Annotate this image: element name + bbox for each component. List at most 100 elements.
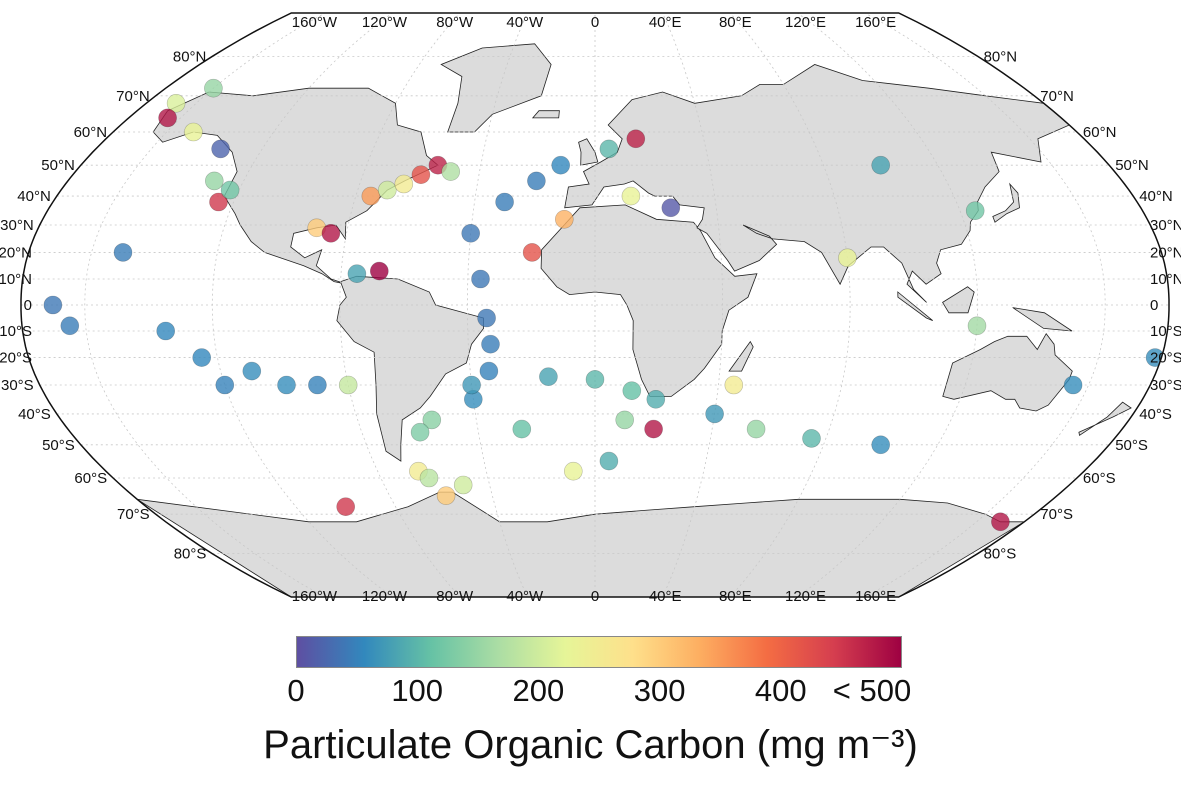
observation-point [871, 435, 891, 455]
observation-point [477, 308, 496, 328]
observation-point [377, 180, 397, 200]
observation-point [204, 78, 223, 98]
observation-point [158, 108, 177, 128]
right-latitude-label: 70°S [1040, 506, 1073, 523]
color-scale-title: Particulate Organic Carbon (mg m⁻³) [263, 723, 918, 767]
right-latitude-label: 60°N [1083, 124, 1117, 141]
observation-point [419, 468, 439, 488]
observation-point [441, 162, 461, 181]
right-latitude-label: 50°N [1115, 157, 1149, 174]
observation-point [527, 171, 546, 191]
observation-point [622, 381, 642, 401]
observation-point [336, 497, 356, 517]
land-antarctica [136, 491, 1026, 597]
observation-point [347, 264, 367, 284]
bottom-longitude-label: 160°E [855, 588, 896, 605]
left-latitude-label: 50°N [41, 157, 75, 174]
land-japan [992, 182, 1020, 223]
right-latitude-label: 60°S [1083, 470, 1116, 487]
observation-point [411, 165, 431, 184]
left-latitude-label: 60°S [74, 470, 107, 487]
observation-point [644, 419, 663, 439]
observation-point [965, 201, 985, 220]
color-scale-tick-label: 100 [391, 673, 444, 708]
observation-point [967, 316, 987, 336]
right-latitude-label: 80°S [984, 546, 1017, 563]
top-longitude-label: 0 [591, 14, 599, 31]
observation-point [436, 486, 456, 506]
land-sumatra [897, 291, 933, 321]
observation-point [321, 224, 341, 243]
observation-point [113, 243, 133, 262]
observation-point [156, 321, 175, 341]
right-latitude-label: 20°S [1150, 350, 1181, 367]
land-greenland [440, 43, 552, 133]
observation-point [277, 375, 296, 395]
observation-point [621, 186, 641, 206]
observation-point [462, 375, 481, 395]
observation-point [453, 475, 473, 495]
land-masses [136, 43, 1132, 597]
left-latitude-label: 70°N [116, 88, 150, 105]
color-scale-tick-label: 200 [512, 673, 565, 708]
left-latitude-label: 40°S [18, 406, 51, 423]
observation-point [991, 512, 1010, 532]
bottom-longitude-label: 80°W [436, 588, 474, 605]
bottom-longitude-label: 160°W [292, 588, 338, 605]
land-south-america [336, 275, 485, 462]
observation-point [308, 375, 327, 395]
left-latitude-label: 50°S [42, 437, 75, 454]
observation-point [461, 224, 481, 243]
observation-point [522, 243, 542, 262]
left-latitude-label: 20°S [0, 350, 32, 367]
observation-point [43, 295, 63, 315]
left-latitude-label: 0 [24, 297, 32, 314]
left-latitude-label: 30°N [0, 217, 34, 234]
right-latitude-label: 40°S [1139, 406, 1172, 423]
observation-point [599, 139, 619, 159]
observation-point [495, 192, 514, 212]
color-scale-bar [296, 636, 902, 668]
land-borneo [942, 286, 975, 314]
color-scale-tick-label: 400 [754, 673, 807, 708]
left-latitude-label: 60°N [74, 124, 108, 141]
observation-point [211, 139, 230, 159]
observation-point [215, 375, 235, 395]
observation-point [661, 198, 681, 218]
bottom-longitude-label: 40°E [649, 588, 682, 605]
observation-point [1063, 375, 1083, 395]
bottom-longitude-label: 80°E [719, 588, 752, 605]
bottom-longitude-label: 0 [591, 588, 599, 605]
observation-point [220, 180, 240, 200]
left-latitude-label: 40°N [17, 188, 51, 205]
top-longitude-label: 80°E [719, 14, 752, 31]
right-latitude-label: 10°N [1150, 271, 1181, 288]
observation-point [242, 361, 262, 381]
top-longitude-label: 40°W [506, 14, 544, 31]
left-latitude-label: 30°S [1, 377, 34, 394]
bottom-longitude-label: 120°W [362, 588, 408, 605]
right-latitude-label: 80°N [984, 48, 1018, 65]
land-new-zealand [1078, 401, 1132, 436]
left-latitude-label: 80°S [174, 546, 207, 563]
left-latitude-label: 10°N [0, 271, 32, 288]
observation-point [563, 461, 583, 481]
color-scale-tick-label: < 500 [832, 673, 912, 708]
color-scale-tick-label: 300 [633, 673, 686, 708]
observation-point [599, 451, 619, 471]
observation-point [705, 404, 724, 424]
observation-point [410, 422, 430, 442]
meridian-line [84, 13, 326, 597]
observation-point [471, 269, 490, 289]
land-australia [942, 332, 1073, 412]
land-madagascar [728, 340, 754, 372]
map-outline [20, 12, 1170, 598]
observation-points [43, 78, 1165, 532]
top-longitude-label: 80°W [436, 14, 474, 31]
color-scale-tick-label: 0 [287, 673, 305, 708]
left-latitude-label: 70°S [117, 506, 150, 523]
observation-point [479, 361, 499, 381]
observation-point [422, 410, 442, 430]
bottom-longitude-label: 120°E [785, 588, 826, 605]
graticule [21, 13, 1169, 597]
